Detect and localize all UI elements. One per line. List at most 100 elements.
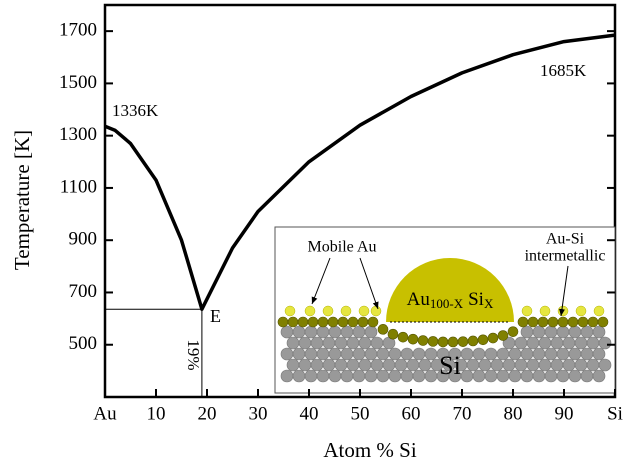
si-atom: [346, 336, 360, 350]
si-atom: [310, 336, 324, 350]
intermetallic-atom: [557, 316, 569, 328]
intermetallic-atom: [457, 336, 469, 347]
si-atom: [532, 325, 546, 339]
si-atom: [580, 325, 594, 339]
si-atom: [592, 369, 606, 383]
au-atom: [521, 305, 533, 317]
x-tick-label: 60: [402, 403, 421, 424]
si-atom: [574, 336, 588, 350]
intermetallic-atom: [547, 316, 559, 328]
intermetallic-atom: [467, 335, 479, 347]
annotation: E: [210, 306, 221, 326]
inset-label: Au-Si: [546, 231, 585, 248]
intermetallic-atom: [317, 316, 329, 328]
annotation: 1336K: [112, 101, 159, 120]
si-atom: [562, 358, 576, 372]
intermetallic-atom: [397, 331, 409, 343]
si-atom: [388, 347, 402, 361]
si-atom: [424, 369, 438, 383]
si-atom: [502, 358, 516, 372]
si-atom: [358, 336, 372, 350]
au-atom: [304, 305, 316, 317]
si-atom: [544, 369, 558, 383]
x-tick-label: 70: [453, 403, 472, 424]
arrow: [359, 257, 379, 310]
si-atom: [574, 358, 588, 372]
intermetallic-atom: [307, 316, 319, 328]
intermetallic-atom: [517, 316, 529, 328]
x-tick-label: 10: [147, 403, 166, 424]
si-atom: [400, 347, 414, 361]
au-atom: [593, 305, 605, 317]
au-atom: [575, 305, 587, 317]
si-atom: [496, 369, 510, 383]
si-atom: [328, 369, 342, 383]
intermetallic-atom: [567, 316, 579, 328]
si-atom: [580, 369, 594, 383]
arrow: [311, 257, 331, 305]
si-atom: [304, 369, 318, 383]
si-atom: [298, 358, 312, 372]
si-atom: [376, 347, 390, 361]
intermetallic-atom: [337, 316, 349, 328]
au-atom: [340, 305, 352, 317]
intermetallic-atom: [537, 316, 549, 328]
si-atom: [568, 347, 582, 361]
y-tick-label: 700: [69, 281, 98, 302]
si-atom: [484, 369, 498, 383]
au-atom: [557, 305, 569, 317]
x-tick-label: Si: [607, 403, 623, 424]
si-atom: [388, 369, 402, 383]
si-atom: [556, 347, 570, 361]
si-atom: [496, 347, 510, 361]
x-tick-label: 50: [351, 403, 370, 424]
si-atom: [400, 369, 414, 383]
si-atom: [352, 325, 366, 339]
si-atom: [538, 336, 552, 350]
si-atom: [598, 336, 612, 350]
intermetallic-atom: [407, 333, 419, 345]
si-atom: [556, 325, 570, 339]
intermetallic-atom: [377, 324, 389, 335]
si-atom: [376, 369, 390, 383]
si-atom: [352, 347, 366, 361]
si-atom: [292, 347, 306, 361]
intermetallic-atom: [597, 316, 609, 328]
intermetallic-atom: [357, 316, 369, 328]
si-atom: [514, 336, 528, 350]
si-atom: [568, 325, 582, 339]
si-atom: [340, 347, 354, 361]
si-atom: [520, 325, 534, 339]
si-atom: [586, 358, 600, 372]
si-atom: [520, 369, 534, 383]
y-axis-title: Temperature [K]: [10, 130, 34, 270]
y-tick-label: 1500: [59, 72, 97, 93]
x-tick-label: 20: [198, 403, 217, 424]
inset-label: intermetallic: [525, 248, 606, 265]
si-atom: [358, 358, 372, 372]
intermetallic-atom: [387, 328, 399, 340]
si-atom: [316, 347, 330, 361]
si-atom: [316, 325, 330, 339]
droplet-label-part: 100-X: [430, 296, 464, 311]
x-tick-label: 30: [249, 403, 268, 424]
x-tick-label: Au: [93, 403, 117, 424]
intermetallic-atom: [577, 316, 589, 328]
si-atom: [286, 336, 300, 350]
inset-label: Mobile Au: [308, 239, 377, 256]
x-tick-label: 40: [300, 403, 319, 424]
au-atom: [358, 305, 370, 317]
si-atom: [334, 336, 348, 350]
si-atom: [592, 325, 606, 339]
si-atom: [364, 325, 378, 339]
si-atom: [364, 347, 378, 361]
si-atom: [394, 358, 408, 372]
au-atom: [370, 305, 382, 317]
intermetallic-atom: [477, 334, 489, 346]
si-atom: [280, 369, 294, 383]
si-atom: [340, 369, 354, 383]
si-atom: [334, 358, 348, 372]
si-atom: [280, 347, 294, 361]
si-atom: [586, 336, 600, 350]
